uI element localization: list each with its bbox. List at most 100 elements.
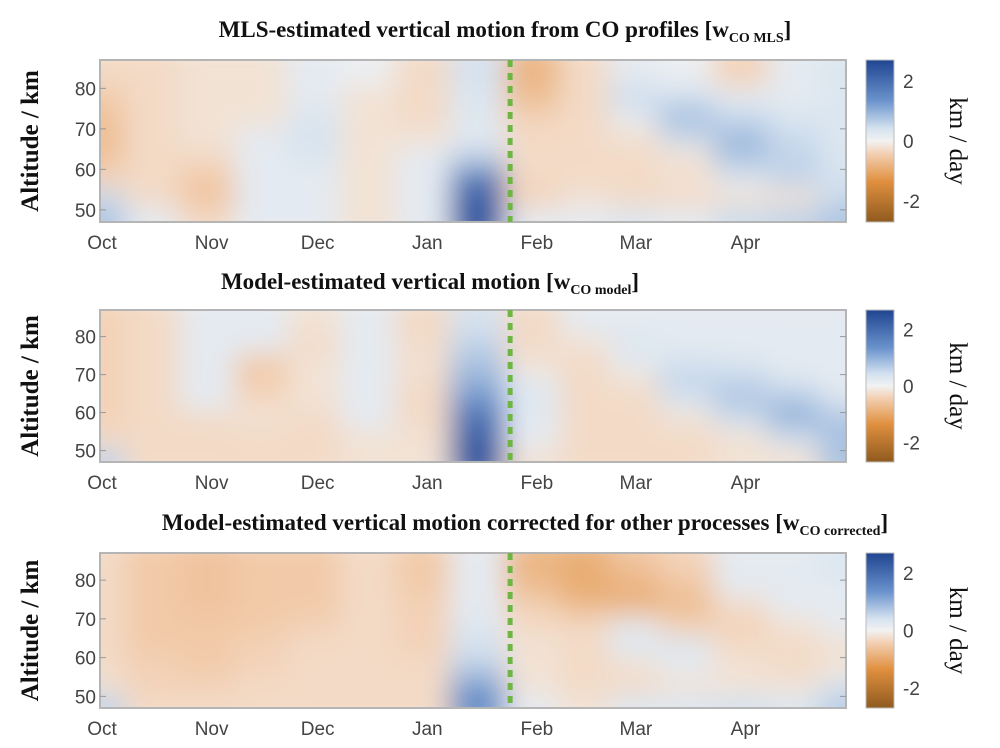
heatmap-cell [234,636,288,657]
heatmap-cell [287,372,341,393]
heatmap-cell [819,636,846,657]
heatmap-cell [819,410,846,431]
heatmap-cell [287,147,341,168]
heatmap-cell [713,353,769,374]
x-tick-label: Mar [620,473,653,494]
heatmap-cell [287,616,341,637]
heatmap-cell [179,207,235,222]
x-tick-label: Dec [301,473,335,494]
heatmap-cell [234,655,288,676]
y-axis-label: Altitude / km [17,559,44,701]
heatmap-cell [504,597,561,618]
heatmap-cell [450,675,506,695]
heatmap-cell [234,167,288,189]
heatmap-cell [768,147,820,168]
panel-2: Model-estimated vertical motion [wCO mod… [17,269,971,494]
x-tick-label: Apr [731,233,761,254]
title-bracket: ] [631,269,639,294]
heatmap-cell [234,553,288,579]
heatmap-cell [819,353,846,374]
heatmap-cell [768,60,820,87]
heatmap-cell [713,616,769,637]
heatmap-cell [450,694,506,708]
heatmap-cell [658,429,714,450]
heatmap-cell [124,207,181,222]
heatmap-cell [768,391,820,412]
y-tick-label: 80 [75,79,96,100]
heatmap-cell [395,448,451,462]
colorbar-label: km / day [944,97,971,185]
heatmap-cell [287,448,341,462]
heatmap-cell [450,578,506,599]
heatmap-cell [609,636,660,657]
heatmap-cell [768,553,820,579]
heatmap-cell [713,106,769,128]
heatmap-cell [450,60,506,87]
heatmap-cell [559,410,610,431]
heatmap-cell [287,391,341,412]
heatmap-cell [819,391,846,412]
heatmap-cell [713,675,769,695]
colorbar-tick-label: -2 [903,679,920,700]
heatmap-cell [504,694,561,708]
colorbar [865,59,895,223]
heatmap-cell [287,126,341,148]
heatmap-cell [395,694,451,708]
heatmap-cell [450,448,506,462]
heatmap-cell [768,353,820,374]
heatmap-cell [559,675,610,695]
heatmap-cell [609,207,660,222]
heatmap-cell [340,597,396,618]
heatmap-cell [768,410,820,431]
heatmap-cell [713,553,769,579]
colorbar-tick-label: -2 [903,192,920,213]
heatmap-cell [504,410,561,431]
panel-1: MLS-estimated vertical motion from CO pr… [17,17,971,254]
heatmap-cell [179,429,235,450]
y-axis-label: Altitude / km [17,315,44,457]
heatmap-cell [100,207,126,222]
colorbar-label: km / day [944,587,971,675]
heatmap-cell [658,334,714,355]
heatmap-cell [713,207,769,222]
heatmap-cell [287,187,341,209]
plot-frame [99,552,847,709]
heatmap-cell [287,429,341,450]
heatmap-cell [658,675,714,695]
heatmap-cell [179,597,235,618]
title-subscript: CO model [570,283,631,298]
heatmap-field [100,553,846,708]
x-tick-label: Apr [731,473,761,494]
y-tick-label: 60 [75,404,96,425]
heatmap-cell [504,636,561,657]
heatmap-cell [559,597,610,618]
heatmap-cell [768,429,820,450]
heatmap-cell [340,429,396,450]
heatmap-cell [768,597,820,618]
heatmap-cell [609,553,660,579]
heatmap-cell [395,410,451,431]
x-tick-label: Oct [87,233,117,254]
heatmap-cell [658,410,714,431]
heatmap-cell [713,147,769,168]
heatmap-cell [287,597,341,618]
heatmap-cell [395,60,451,87]
heatmap-cell [395,187,451,209]
heatmap-cell [287,106,341,128]
heatmap-cell [340,207,396,222]
heatmap-cell [340,578,396,599]
heatmap-cell [100,391,126,412]
heatmap-cell [559,448,610,462]
heatmap-cell [609,353,660,374]
colorbar-tick-label: -2 [903,433,920,454]
heatmap-cell [450,391,506,412]
heatmap-cell [609,448,660,462]
heatmap-cell [100,578,126,599]
heatmap-cell [124,353,181,374]
title-text: MLS-estimated vertical motion from CO pr… [219,17,730,42]
plot-area [100,60,846,222]
heatmap-cell [340,147,396,168]
heatmap-cell [100,106,126,128]
heatmap-cell [504,334,561,355]
colorbar-tick-label: 0 [903,132,914,153]
